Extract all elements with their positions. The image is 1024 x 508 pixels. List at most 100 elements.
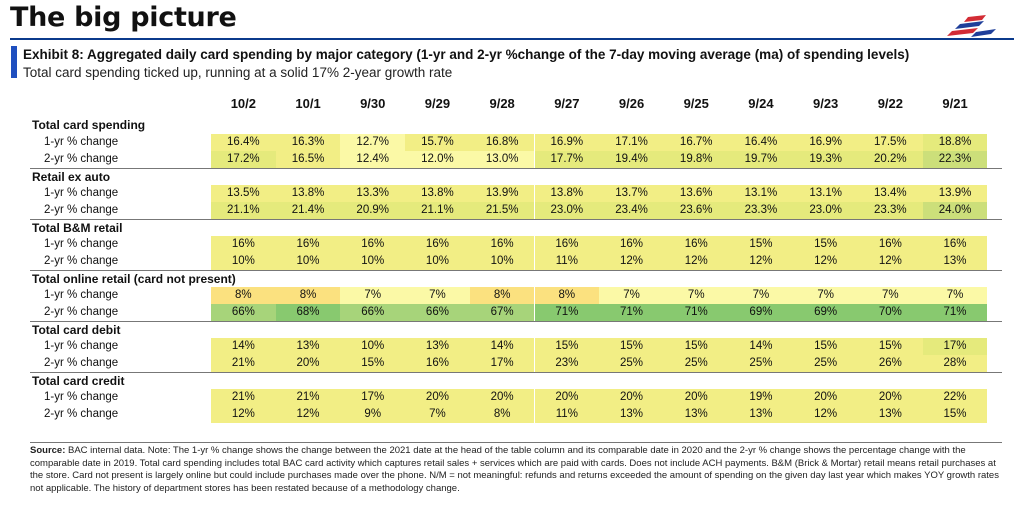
table-cell: 13% xyxy=(663,406,729,423)
table-cell: 26% xyxy=(858,355,923,372)
row-label: 1-yr % change xyxy=(44,187,119,199)
table-cell: 16% xyxy=(534,236,600,253)
table-cell: 16% xyxy=(275,236,341,253)
table-cell: 16.8% xyxy=(469,134,535,151)
table-cell: 13.7% xyxy=(599,185,664,202)
table-row: 1-yr % change 16% 16% 16% 16% 16% 16% 16% 16% 15%… xyxy=(30,236,1002,253)
table-cell: 12.0% xyxy=(405,151,470,168)
table-cell: 20% xyxy=(663,389,729,406)
table-cell: 13.9% xyxy=(922,185,988,202)
table-cell: 20% xyxy=(793,389,858,406)
section-title: Retail ex auto xyxy=(30,168,1002,185)
footnote-label: Source: xyxy=(30,445,66,456)
table-cell: 16% xyxy=(599,236,664,253)
column-header: 9/25 xyxy=(683,96,709,111)
table-cell: 19.3% xyxy=(793,151,858,168)
table-cell: 71% xyxy=(663,304,729,321)
table-cell: 8% xyxy=(469,287,535,304)
table-row: 2-yr % change 66% 68% 66% 66% 67% 71% 71% 71% 69%… xyxy=(30,304,1002,321)
table-section: Total card debit 1-yr % change 14% 13% 10% 13… xyxy=(30,321,1002,372)
table-cell: 15% xyxy=(858,338,923,355)
exhibit-title: Exhibit 8: Aggregated daily card spendin… xyxy=(23,47,910,62)
table-section: Total B&M retail 1-yr % change 16% 16% 16% 16… xyxy=(30,219,1002,270)
table-cell: 21% xyxy=(211,355,276,372)
source-footnote: Source: BAC internal data. Note: The 1-y… xyxy=(30,445,1010,495)
table-cell: 10% xyxy=(275,253,341,270)
row-label: 2-yr % change xyxy=(44,255,119,267)
column-header: 9/22 xyxy=(877,96,903,111)
column-header: 10/1 xyxy=(295,96,321,111)
table-cell: 16% xyxy=(405,355,470,372)
table-cell: 7% xyxy=(405,406,470,423)
column-header: 9/26 xyxy=(618,96,645,111)
table-cell: 16% xyxy=(469,236,535,253)
table-cell: 12% xyxy=(858,253,923,270)
table-cell: 17.2% xyxy=(211,151,276,168)
table-cell: 23.4% xyxy=(599,202,664,219)
table-cell: 13.6% xyxy=(663,185,729,202)
column-header: 9/27 xyxy=(554,96,580,111)
table-section: Total online retail (card not present) 1-… xyxy=(30,270,1002,321)
table-cell: 13.8% xyxy=(275,185,341,202)
table-cell: 15% xyxy=(793,338,858,355)
table-cell: 7% xyxy=(663,287,729,304)
table-cell: 20% xyxy=(405,389,470,406)
table-cell: 10% xyxy=(405,253,470,270)
table-cell: 22% xyxy=(922,389,988,406)
row-label: 1-yr % change xyxy=(44,238,119,250)
table-cell: 70% xyxy=(858,304,923,321)
footer-divider xyxy=(30,442,1002,443)
table-cell: 14% xyxy=(211,338,276,355)
table-cell: 16.9% xyxy=(534,134,600,151)
table-cell: 15% xyxy=(340,355,406,372)
table-cell: 13.4% xyxy=(858,185,923,202)
column-header: 9/21 xyxy=(942,96,968,111)
table-cell: 16.9% xyxy=(793,134,858,151)
table-cell: 17% xyxy=(922,338,988,355)
table-cell: 10% xyxy=(469,253,535,270)
table-cell: 17.7% xyxy=(534,151,600,168)
table-cell: 15% xyxy=(534,338,600,355)
table-cell: 15% xyxy=(728,236,794,253)
table-cell: 13% xyxy=(728,406,794,423)
row-label: 2-yr % change xyxy=(44,204,119,216)
table-cell: 16% xyxy=(211,236,276,253)
table-cell: 16% xyxy=(340,236,406,253)
table-row: 2-yr % change 10% 10% 10% 10% 10% 11% 12% 12% 12%… xyxy=(30,253,1002,270)
footnote-text: BAC internal data. Note: The 1-yr % chan… xyxy=(30,445,999,494)
column-header: 9/30 xyxy=(360,96,386,111)
table-cell: 7% xyxy=(922,287,988,304)
table-cell: 23% xyxy=(534,355,600,372)
table-cell: 10% xyxy=(340,253,406,270)
table-cell: 13% xyxy=(275,338,341,355)
section-title: Total card debit xyxy=(30,321,1002,338)
table-cell: 16.3% xyxy=(275,134,341,151)
table-cell: 12% xyxy=(275,406,341,423)
table-cell: 23.3% xyxy=(858,202,923,219)
table-cell: 17% xyxy=(469,355,535,372)
table-cell: 16% xyxy=(922,236,988,253)
row-label: 1-yr % change xyxy=(44,289,119,301)
section-title: Total card spending xyxy=(32,118,146,132)
table-cell: 13.0% xyxy=(469,151,535,168)
table-cell: 13.8% xyxy=(405,185,470,202)
table-cell: 21.1% xyxy=(405,202,470,219)
table-cell: 13.5% xyxy=(211,185,276,202)
table-cell: 12.7% xyxy=(340,134,406,151)
table-cell: 18.8% xyxy=(922,134,988,151)
row-label: 1-yr % change xyxy=(44,391,119,403)
table-cell: 21% xyxy=(211,389,276,406)
section-title: Total online retail (card not present) xyxy=(30,270,1002,287)
table-cell: 14% xyxy=(469,338,535,355)
table-cell: 66% xyxy=(211,304,276,321)
table-row: 1-yr % change 14% 13% 10% 13% 14% 15% 15% 15% 14%… xyxy=(30,338,1002,355)
table-row: 2-yr % change 12% 12% 9% 7% 8% 11% 13% 13% 13% 12%… xyxy=(30,406,1002,423)
table-cell: 12% xyxy=(663,253,729,270)
table-row: 2-yr % change 21.1% 21.4% 20.9% 21.1% 21.5% 23… xyxy=(30,202,1002,219)
row-label: 2-yr % change xyxy=(44,357,119,369)
table-row: 1-yr % change 21% 21% 17% 20% 20% 20% 20% 20% 19%… xyxy=(30,389,1002,406)
table-cell: 8% xyxy=(469,406,535,423)
row-label: 1-yr % change xyxy=(44,340,119,352)
table-cell: 9% xyxy=(340,406,406,423)
table-cell: 13.1% xyxy=(793,185,858,202)
